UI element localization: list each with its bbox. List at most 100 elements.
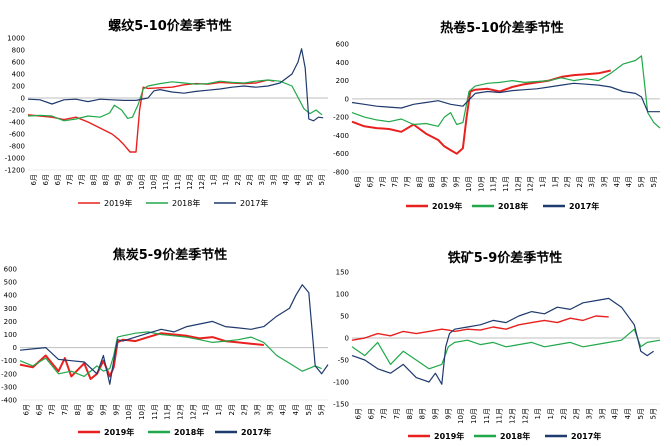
y-tick-label: -200 [9,107,25,115]
x-tick-label: 7月 [403,176,411,187]
x-tick-label: 11月 [174,174,182,190]
x-tick-label: 12月 [508,408,516,424]
x-tick-label: 4月 [625,176,633,187]
x-tick-label: 11月 [502,176,510,192]
x-tick-label: 1月 [547,408,555,419]
x-tick-label: 4月 [279,404,287,415]
x-tick-label: 10月 [477,176,485,192]
x-tick-label: 3月 [253,404,261,415]
y-tick-label: -50 [338,357,349,365]
y-tick-label: 0 [13,344,17,352]
x-tick-label: 3月 [588,176,596,187]
x-tick-label: 12月 [521,408,529,424]
y-tick-label: 100 [4,331,17,339]
legend-label: 2019年 [104,198,132,208]
x-tick-label: 4月 [282,174,290,185]
x-tick-label: 1月 [202,404,210,415]
x-tick-label: 8月 [419,408,427,419]
x-tick-label: 10月 [138,404,146,420]
y-tick-label: -1200 [5,167,25,175]
x-tick-label: 7月 [391,176,399,187]
x-tick-label: 1月 [539,176,547,187]
y-tick-label: -300 [1,383,17,391]
x-tick-label: 5月 [306,174,314,185]
x-tick-label: 11月 [496,408,504,424]
x-tick-label: 7月 [393,408,401,419]
x-tick-label: 2月 [564,176,572,187]
y-tick-label: 200 [4,318,17,326]
x-tick-label: 2月 [576,176,584,187]
chart-4: 铁矿5-9价差季节性 -150 -100 -50 0 50 100 150 6月 6月 7月 7月 8月… [333,250,661,441]
y-tick-label: -1000 [5,155,25,163]
chart-3: 焦炭5-9价差季节性 -400 -300 -200 -100 0 100 200 300 400 5… [1,247,329,437]
y-tick-label: -400 [333,132,349,140]
x-tick-label: 11月 [483,408,491,424]
x-tick-label: 9月 [440,176,448,187]
x-tick-label: 1月 [551,176,559,187]
x-tick-label: 6月 [354,176,362,187]
y-tick-label: 300 [4,305,17,313]
series-line-2019年 [351,69,611,155]
x-tick-label: 2月 [560,408,568,419]
legend-label: 2017年 [240,198,268,208]
y-tick-label: -100 [1,357,17,365]
legend-label: 2018年 [500,431,530,441]
x-tick-label: 5月 [650,176,658,187]
x-tick-label: 6月 [366,176,374,187]
x-tick-label: 8月 [90,174,98,185]
x-tick-label: 12月 [514,176,522,192]
x-tick-label: 9月 [431,408,439,419]
x-tick-label: 5月 [318,404,326,415]
chart-title: 螺纹5-10价差季节性 [108,18,232,34]
x-tick-label: 3月 [585,408,593,419]
x-tick-label: 12月 [527,176,535,192]
x-tick-label: 4月 [611,408,619,419]
x-tick-label: 7月 [61,404,69,415]
x-tick-label: 5月 [637,408,645,419]
legend-label: 2018年 [174,427,204,437]
x-tick-label: 4月 [292,404,300,415]
series-line-2018年 [351,55,661,129]
y-tick-label: 50 [340,313,349,321]
x-tick-label: 6月 [35,404,43,415]
x-tick-label: 1月 [210,174,218,185]
legend-label: 2018年 [172,198,200,208]
y-tick-label: 600 [336,41,349,49]
y-tick-label: 600 [4,266,17,274]
x-tick-label: 6月 [354,408,362,419]
y-tick-label: -800 [333,169,349,177]
x-tick-label: 3月 [598,408,606,419]
x-tick-label: 3月 [266,404,274,415]
y-tick-label: -150 [333,401,349,409]
x-tick-label: 10月 [457,408,465,424]
x-tick-label: 4月 [613,176,621,187]
x-tick-label: 6月 [42,174,50,185]
x-tick-label: 6月 [30,174,38,185]
y-tick-label: -400 [1,397,17,405]
y-tick-label: 1000 [7,35,25,43]
series-line-2017年 [27,48,324,122]
x-tick-label: 7月 [379,176,387,187]
x-tick-label: 7月 [48,404,56,415]
legend-label: 2019年 [104,427,134,437]
x-tick-label: 8月 [74,404,82,415]
legend-label: 2017年 [569,201,599,211]
x-tick-label: 10月 [138,174,146,190]
x-tick-label: 10月 [465,176,473,192]
x-tick-label: 12月 [189,404,197,420]
chart-1: 螺纹5-10价差季节性 -1200 -1000 -800 -600 -400 -200 0 20… [5,18,328,208]
x-tick-label: 2月 [228,404,236,415]
x-tick-label: 5月 [638,176,646,187]
x-tick-label: 8月 [87,404,95,415]
x-tick-label: 6月 [54,174,62,185]
x-tick-label: 4月 [294,174,302,185]
x-tick-label: 3月 [270,174,278,185]
y-tick-label: -100 [333,379,349,387]
y-tick-label: 0 [21,95,25,103]
y-tick-label: -400 [9,119,25,127]
x-tick-label: 7月 [66,174,74,185]
series-line-2017年 [351,297,654,385]
series-line-2018年 [19,331,322,377]
y-tick-label: 100 [336,291,349,299]
x-tick-label: 8月 [416,176,424,187]
